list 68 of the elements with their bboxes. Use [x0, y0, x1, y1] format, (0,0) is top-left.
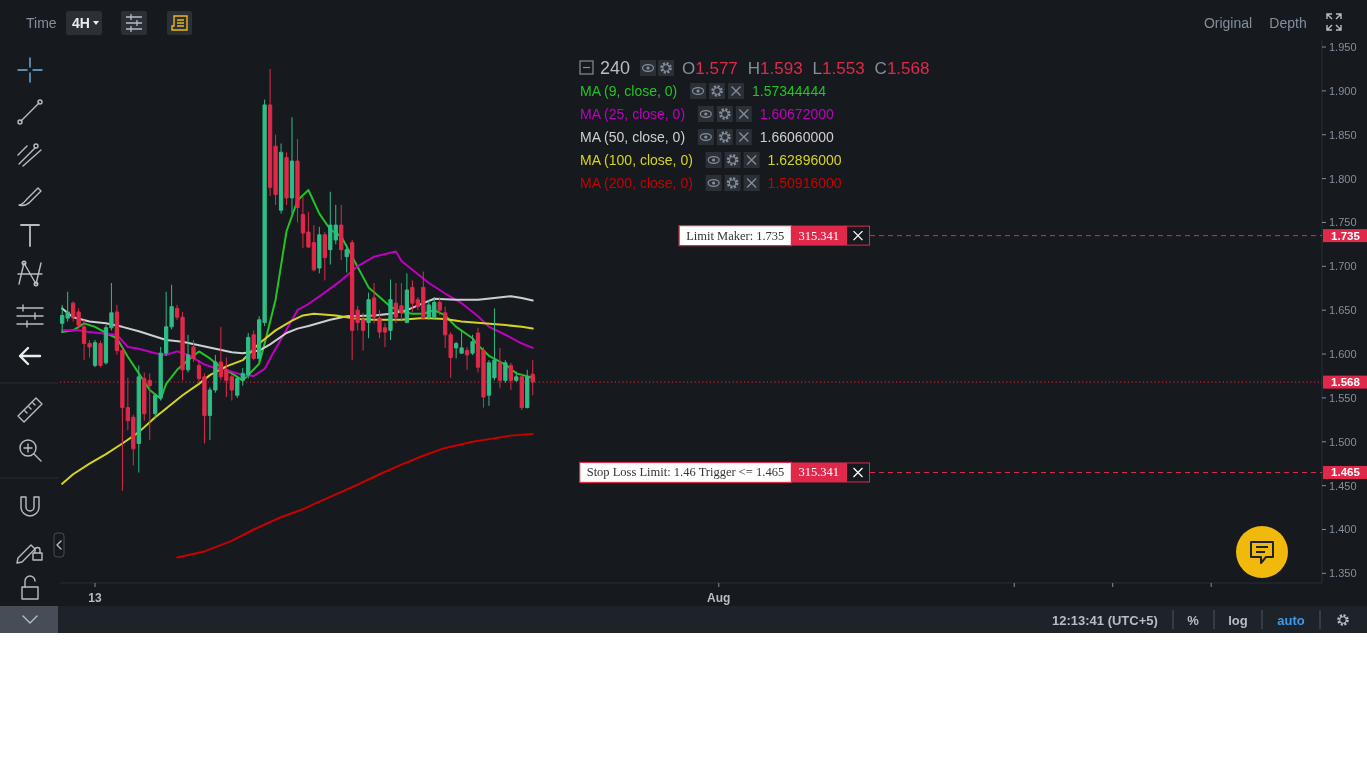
annotation: 315.341	[798, 228, 839, 243]
candlestick	[295, 138, 300, 223]
y-tick-label: 1.700	[1329, 260, 1357, 273]
text: MA (100, close, 0)	[580, 152, 693, 168]
candlestick	[437, 296, 442, 316]
annotation: 315.341	[798, 465, 839, 480]
annotation: 1.60672000	[759, 106, 834, 122]
text: 1.465	[1331, 466, 1361, 479]
candlestick	[98, 340, 103, 368]
text: %	[1187, 612, 1200, 628]
text: MA (50, close, 0)	[580, 129, 686, 145]
candlestick	[464, 346, 470, 371]
candlestick	[92, 339, 98, 368]
text: 1.735	[1331, 229, 1361, 242]
annotation: H1.593	[747, 58, 803, 78]
text: auto	[1277, 612, 1305, 628]
candlestick	[278, 143, 284, 215]
text: log	[1228, 612, 1248, 628]
x-tick-label: 13	[88, 591, 103, 605]
annotation: 1.57344444	[752, 83, 827, 99]
candlestick	[284, 151, 289, 206]
x-tick-label: Aug	[707, 591, 731, 605]
text: MA (200, close, 0)	[580, 175, 693, 191]
text: Depth	[1269, 15, 1307, 31]
y-tick-label: 1.400	[1329, 523, 1357, 536]
y-tick-label: 1.500	[1329, 435, 1357, 448]
text: 12:13:41 (UTC+5)	[1052, 612, 1158, 628]
candlestick	[470, 334, 475, 356]
candlestick	[525, 369, 530, 409]
ref-line-label: Limit Maker: 1.735	[686, 228, 785, 243]
y-tick-label: 1.650	[1329, 304, 1357, 317]
candlestick	[136, 364, 141, 473]
y-tick-label: 1.550	[1329, 391, 1357, 404]
text: Time	[26, 15, 57, 31]
candlestick	[366, 292, 371, 339]
y-tick-label: 1.750	[1329, 216, 1357, 229]
candlestick	[322, 231, 327, 281]
y-tick-label: 1.950	[1329, 41, 1357, 54]
candlestick	[289, 116, 295, 215]
annotation: 1.66060000	[759, 129, 834, 145]
text: Original	[1203, 15, 1253, 31]
candlestick	[388, 278, 393, 341]
y-tick-label: 1.800	[1329, 172, 1357, 185]
candlestick	[503, 359, 508, 384]
candlestick	[339, 204, 344, 261]
annotation: 1.50916000	[767, 175, 842, 191]
annotation: C1.568	[874, 58, 930, 78]
annotation: O1.577	[682, 58, 738, 78]
y-tick-label: 1.450	[1329, 479, 1357, 492]
text: 4H	[72, 15, 90, 31]
candlestick	[191, 339, 196, 363]
candlestick	[185, 334, 191, 373]
text: 1.568	[1331, 376, 1361, 389]
y-tick-label: 1.850	[1329, 128, 1357, 141]
candlestick	[404, 272, 410, 324]
y-tick-label: 1.900	[1329, 84, 1357, 97]
candlestick	[251, 329, 256, 361]
candlestick	[317, 226, 322, 274]
text: 240	[600, 58, 631, 78]
annotation: L1.553	[812, 58, 865, 78]
y-tick-label: 1.600	[1329, 348, 1357, 361]
annotation: 1.62896000	[767, 152, 842, 168]
candlestick	[344, 243, 349, 273]
text: MA (25, close, 0)	[580, 106, 686, 122]
text: MA (9, close, 0)	[580, 83, 678, 99]
candlestick	[514, 371, 519, 383]
ref-line-label: Stop Loss Limit: 1.46 Trigger <= 1.465	[586, 465, 785, 480]
y-tick-label: 1.350	[1329, 567, 1357, 580]
